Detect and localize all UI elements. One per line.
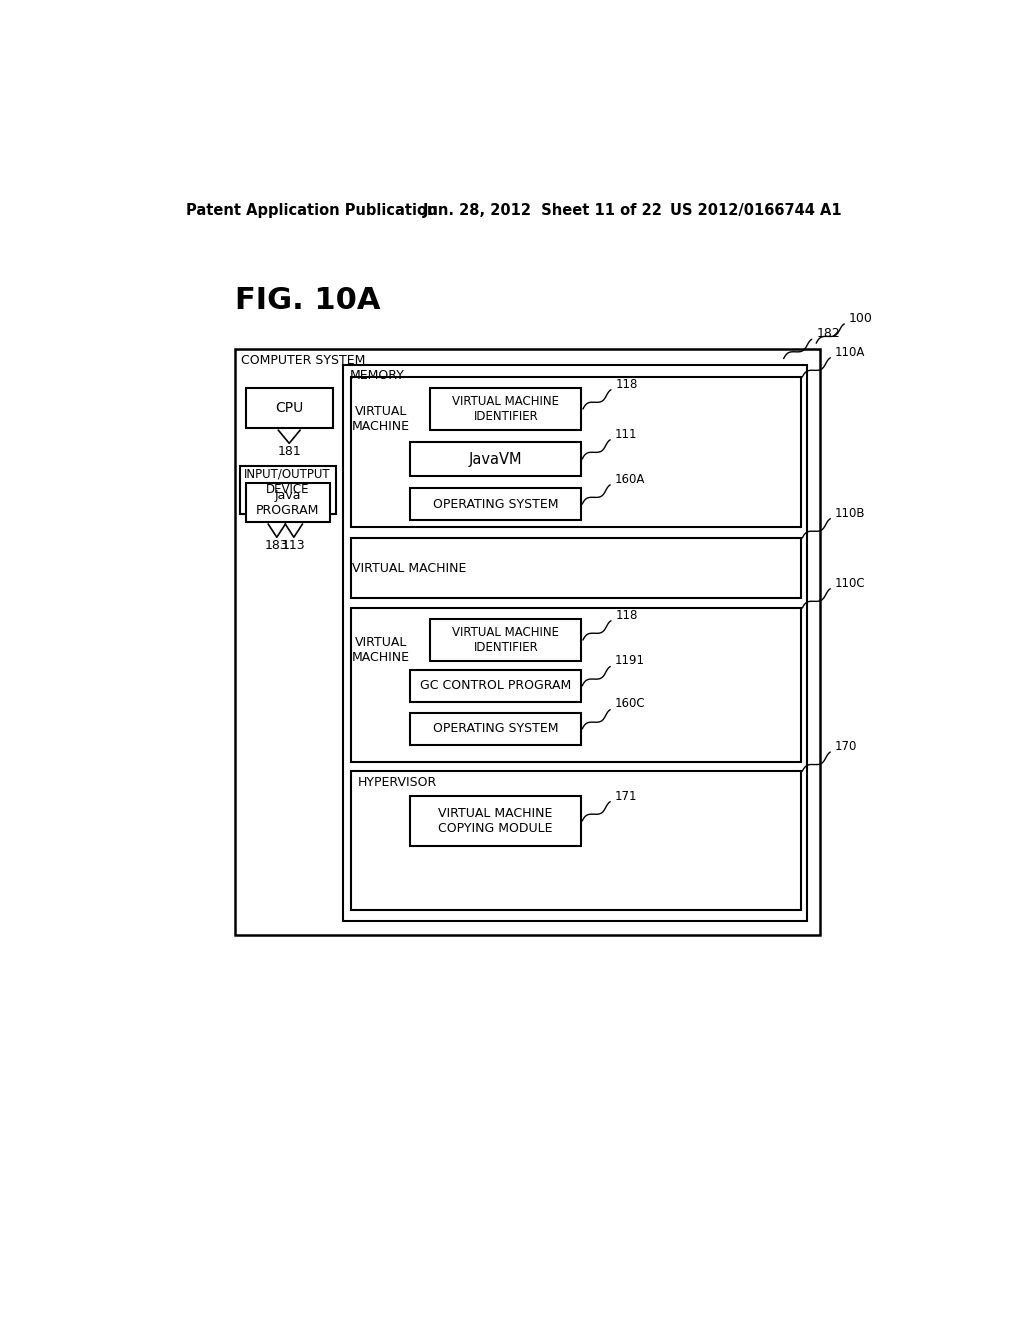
Text: 113: 113	[282, 539, 305, 552]
Text: 100: 100	[849, 312, 872, 325]
Text: MEMORY: MEMORY	[349, 370, 404, 381]
Text: 111: 111	[614, 428, 637, 441]
Bar	[351, 378, 801, 527]
Bar	[410, 713, 581, 744]
Text: 160A: 160A	[614, 473, 645, 486]
Text: GC CONTROL PROGRAM: GC CONTROL PROGRAM	[420, 680, 571, 693]
Text: FIG. 10A: FIG. 10A	[234, 286, 381, 315]
Text: 110A: 110A	[835, 346, 865, 359]
Bar	[430, 619, 582, 661]
Text: 170: 170	[835, 739, 857, 752]
Text: 1191: 1191	[614, 655, 645, 668]
Text: VIRTUAL MACHINE: VIRTUAL MACHINE	[352, 561, 467, 574]
Text: 160C: 160C	[614, 697, 645, 710]
Text: JavaVM: JavaVM	[469, 451, 522, 466]
Bar	[410, 488, 581, 520]
Text: VIRTUAL
MACHINE: VIRTUAL MACHINE	[351, 636, 410, 664]
Bar	[246, 388, 333, 428]
Text: 171: 171	[614, 789, 637, 803]
Bar	[410, 442, 581, 477]
Bar	[430, 388, 582, 430]
Text: Patent Application Publication: Patent Application Publication	[186, 203, 437, 218]
Bar	[410, 796, 581, 846]
Text: 110B: 110B	[835, 507, 865, 520]
Text: INPUT/OUTPUT
DEVICE: INPUT/OUTPUT DEVICE	[245, 467, 331, 496]
Text: Jun. 28, 2012  Sheet 11 of 22: Jun. 28, 2012 Sheet 11 of 22	[423, 203, 663, 218]
Text: VIRTUAL MACHINE
IDENTIFIER: VIRTUAL MACHINE IDENTIFIER	[453, 395, 559, 422]
Text: Java
PROGRAM: Java PROGRAM	[256, 488, 319, 516]
Bar	[351, 539, 801, 598]
Text: OPERATING SYSTEM: OPERATING SYSTEM	[432, 498, 558, 511]
Text: CPU: CPU	[275, 401, 303, 414]
Bar	[351, 771, 801, 909]
Bar	[246, 483, 330, 521]
Text: US 2012/0166744 A1: US 2012/0166744 A1	[671, 203, 842, 218]
Bar	[351, 609, 801, 762]
Text: 118: 118	[615, 378, 638, 391]
Bar	[240, 466, 336, 515]
Text: COMPUTER SYSTEM: COMPUTER SYSTEM	[241, 354, 366, 367]
Text: 183: 183	[265, 539, 289, 552]
Bar	[234, 350, 820, 935]
Text: HYPERVISOR: HYPERVISOR	[357, 776, 436, 789]
Bar	[343, 364, 807, 921]
Text: 182: 182	[816, 327, 840, 341]
Text: 181: 181	[278, 445, 301, 458]
Text: VIRTUAL MACHINE
IDENTIFIER: VIRTUAL MACHINE IDENTIFIER	[453, 626, 559, 653]
Text: 110C: 110C	[835, 577, 865, 590]
Text: 118: 118	[615, 609, 638, 622]
Text: VIRTUAL
MACHINE: VIRTUAL MACHINE	[351, 405, 410, 433]
Bar	[410, 669, 581, 702]
Text: OPERATING SYSTEM: OPERATING SYSTEM	[432, 722, 558, 735]
Text: VIRTUAL MACHINE
COPYING MODULE: VIRTUAL MACHINE COPYING MODULE	[438, 807, 553, 836]
